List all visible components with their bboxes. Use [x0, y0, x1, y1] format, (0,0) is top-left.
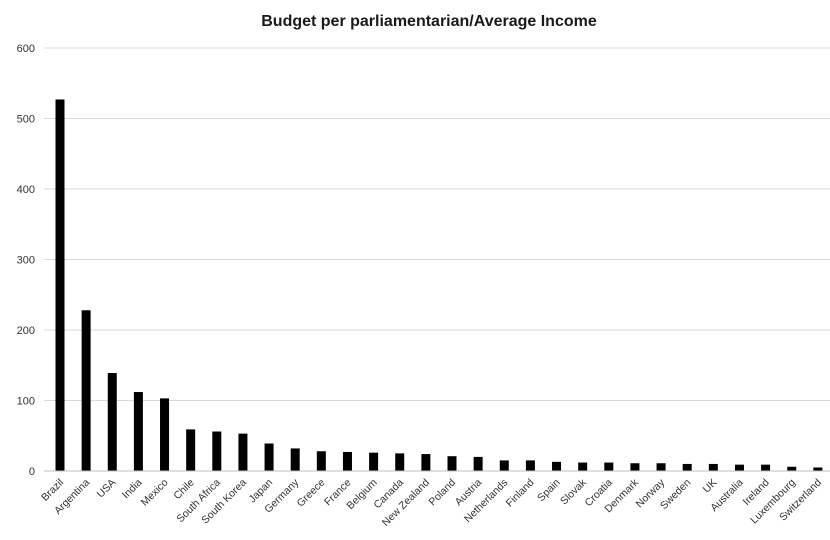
- bar-japan: [264, 443, 274, 471]
- bar-switzerland: [813, 467, 823, 471]
- y-tick-label: 200: [17, 325, 35, 337]
- bar-denmark: [630, 463, 640, 471]
- x-tick-label: Mexico: [139, 477, 171, 509]
- bar-chile: [186, 429, 196, 471]
- x-tick-label: Finland: [504, 477, 537, 510]
- bar-germany: [290, 448, 300, 471]
- y-tick-label: 500: [17, 114, 35, 126]
- bar-spain: [552, 461, 562, 471]
- bar-canada: [395, 453, 405, 471]
- bar-poland: [447, 456, 457, 471]
- x-tick-label: Poland: [427, 477, 459, 509]
- x-tick-label: UK: [701, 477, 720, 496]
- bar-belgium: [369, 452, 379, 471]
- bar-new-zealand: [421, 454, 431, 471]
- bar-usa: [107, 373, 117, 471]
- y-tick-label: 400: [17, 184, 35, 196]
- bar-finland: [525, 460, 535, 471]
- gridlines: [44, 47, 830, 401]
- bar-south-africa: [212, 431, 222, 471]
- y-tick-label: 600: [17, 43, 35, 55]
- bar-austria: [473, 456, 483, 471]
- bar-luxembourg: [787, 466, 797, 471]
- y-tick-label: 0: [29, 466, 35, 478]
- bar-sweden: [682, 463, 692, 471]
- bar-france: [342, 451, 352, 471]
- chart-title: Budget per parliamentarian/Average Incom…: [261, 13, 597, 30]
- x-tick-label: USA: [95, 477, 119, 501]
- y-tick-label: 100: [17, 396, 35, 408]
- bar-australia: [734, 464, 744, 471]
- bars: [55, 99, 823, 471]
- bar-india: [133, 392, 143, 471]
- bar-uk: [708, 463, 718, 471]
- bar-norway: [656, 463, 666, 471]
- bar-brazil: [55, 99, 65, 471]
- y-axis-ticks: 0 100 200 300 400 500 600: [17, 43, 35, 478]
- bar-croatia: [604, 462, 614, 471]
- x-tick-label: Greece: [295, 477, 328, 510]
- bar-greece: [316, 451, 326, 471]
- bar-mexico: [160, 398, 170, 471]
- bar-netherlands: [499, 460, 509, 471]
- bar-slovak: [578, 462, 588, 471]
- bar-south-korea: [238, 433, 248, 471]
- bar-ireland: [761, 464, 771, 471]
- bar-argentina: [81, 310, 91, 471]
- y-tick-label: 300: [17, 255, 35, 267]
